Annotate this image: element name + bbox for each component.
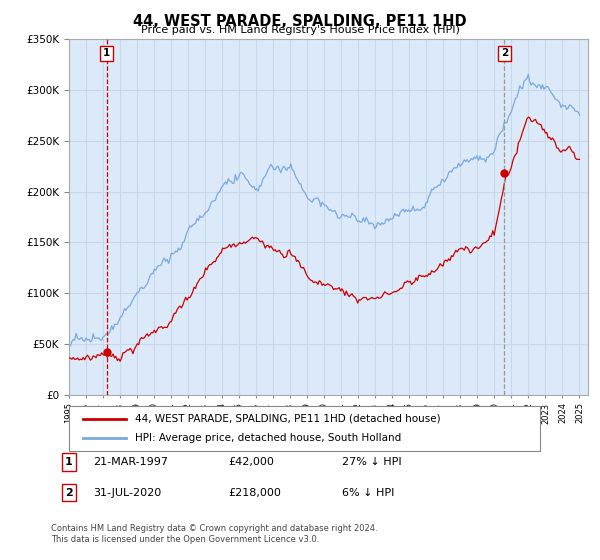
Text: 6% ↓ HPI: 6% ↓ HPI [342, 488, 394, 498]
Text: 31-JUL-2020: 31-JUL-2020 [93, 488, 161, 498]
Text: 27% ↓ HPI: 27% ↓ HPI [342, 457, 401, 467]
Text: This data is licensed under the Open Government Licence v3.0.: This data is licensed under the Open Gov… [51, 535, 319, 544]
Text: 44, WEST PARADE, SPALDING, PE11 1HD: 44, WEST PARADE, SPALDING, PE11 1HD [133, 14, 467, 29]
Text: £218,000: £218,000 [228, 488, 281, 498]
Text: 2: 2 [65, 488, 73, 498]
Text: 44, WEST PARADE, SPALDING, PE11 1HD (detached house): 44, WEST PARADE, SPALDING, PE11 1HD (det… [135, 413, 440, 423]
Text: HPI: Average price, detached house, South Holland: HPI: Average price, detached house, Sout… [135, 433, 401, 444]
Text: £42,000: £42,000 [228, 457, 274, 467]
Text: 2: 2 [500, 48, 508, 58]
FancyBboxPatch shape [69, 406, 540, 451]
Text: 1: 1 [103, 48, 110, 58]
Text: 1: 1 [65, 457, 73, 467]
Text: Contains HM Land Registry data © Crown copyright and database right 2024.: Contains HM Land Registry data © Crown c… [51, 524, 377, 533]
Text: Price paid vs. HM Land Registry's House Price Index (HPI): Price paid vs. HM Land Registry's House … [140, 25, 460, 35]
Text: 21-MAR-1997: 21-MAR-1997 [93, 457, 168, 467]
